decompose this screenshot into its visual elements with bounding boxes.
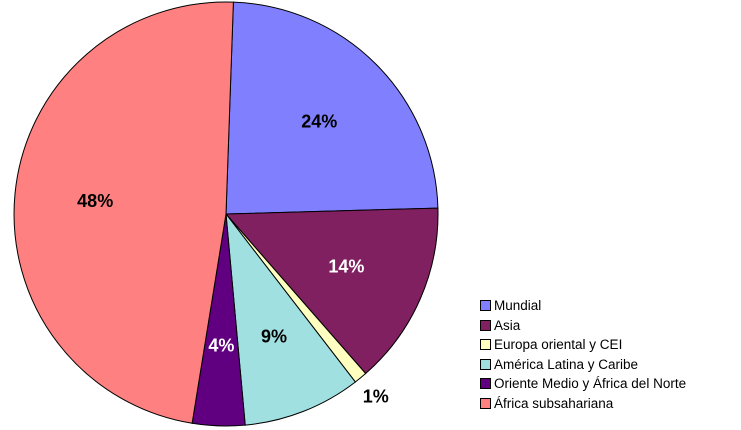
- legend-label-5: África subsahariana: [494, 395, 614, 411]
- pie-data-label-5: 48%: [77, 191, 113, 211]
- legend-swatch-4: [480, 378, 491, 390]
- legend-item-5: África subsahariana: [480, 394, 686, 414]
- pie-data-label-2: 1%: [363, 386, 389, 406]
- pie-slice-1: [224, 207, 439, 375]
- legend-label-2: Europa oriental y CEI: [494, 337, 623, 353]
- legend-swatch-1: [480, 319, 491, 331]
- legend-label-3: América Latina y Caribe: [494, 356, 639, 372]
- legend-swatch-5: [480, 397, 491, 409]
- pie-data-label-0: 24%: [301, 111, 337, 131]
- legend-swatch-2: [480, 339, 491, 351]
- legend: Mundial Asia Europa oriental y CEI América …: [480, 296, 686, 413]
- legend-item-0: Mundial: [480, 296, 686, 316]
- pie-data-labels: 24% 14% 1% 9% 4% 48%: [77, 111, 389, 406]
- legend-swatch-0: [480, 300, 491, 312]
- pie-data-label-4: 4%: [208, 335, 234, 355]
- pie-data-label-1: 14%: [328, 257, 364, 277]
- pie-slice-0: [225, 1, 439, 215]
- pie-data-label-3: 9%: [261, 326, 287, 346]
- legend-swatch-3: [480, 358, 491, 370]
- pie-slice-3: [225, 212, 357, 426]
- legend-label-1: Asia: [494, 317, 521, 333]
- pie-slices: [13, 1, 439, 427]
- legend-item-1: Asia: [480, 316, 686, 336]
- pie-slice-5: [13, 1, 234, 424]
- legend-label-0: Mundial: [494, 298, 542, 314]
- legend-item-4: Oriente Medio y África del Norte: [480, 374, 686, 394]
- legend-item-2: Europa oriental y CEI: [480, 335, 686, 355]
- legend-label-4: Oriente Medio y África del Norte: [494, 376, 687, 392]
- legend-item-3: América Latina y Caribe: [480, 355, 686, 375]
